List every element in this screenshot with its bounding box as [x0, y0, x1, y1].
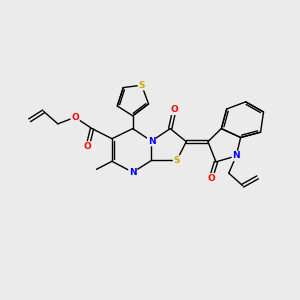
Text: N: N — [129, 168, 136, 177]
Text: O: O — [84, 142, 92, 151]
Text: N: N — [232, 152, 240, 160]
Text: O: O — [170, 105, 178, 114]
Text: N: N — [148, 136, 155, 146]
Text: S: S — [173, 156, 180, 165]
Text: S: S — [138, 81, 145, 90]
Text: O: O — [207, 174, 215, 183]
Text: O: O — [71, 113, 79, 122]
